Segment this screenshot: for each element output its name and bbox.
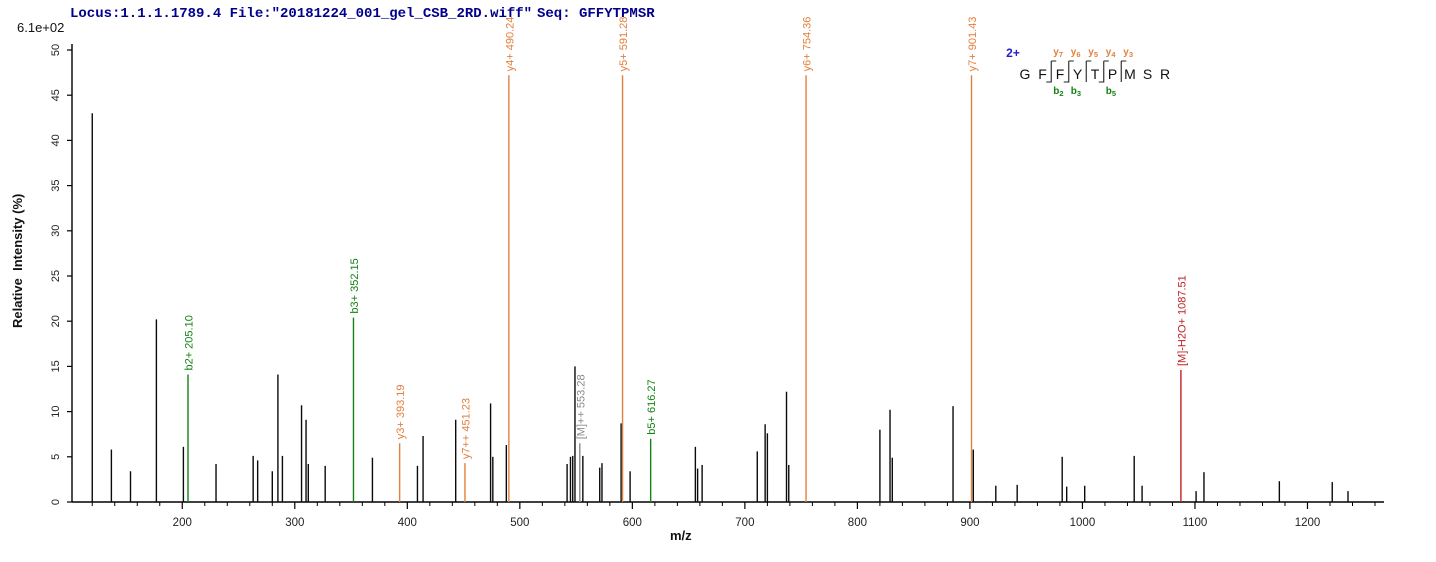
- peptide-residue: G: [1020, 66, 1031, 82]
- y-tick-label: 25: [50, 270, 62, 282]
- fragment-divider: [1098, 60, 1109, 83]
- fragment-divider: [1120, 60, 1127, 82]
- y-tick-label: 45: [50, 89, 62, 101]
- annotated-peak-label: y3+ 393.19: [395, 384, 407, 439]
- fragment-divider: [1063, 60, 1074, 83]
- y-tick-label: 15: [50, 360, 62, 372]
- y-tick-label: 50: [50, 44, 62, 56]
- peptide-residue: F: [1056, 66, 1065, 82]
- sequence-header: Seq: GFFYTPMSR: [537, 6, 655, 22]
- annotated-peak-label: y5+ 591.28: [618, 17, 630, 72]
- peptide-residue: F: [1038, 66, 1047, 82]
- annotated-peak-label: y6+ 754.36: [802, 17, 814, 72]
- peptide-residue: T: [1091, 66, 1100, 82]
- x-tick-label: 1100: [1183, 517, 1208, 529]
- fragment-divider: [1085, 60, 1092, 82]
- y-tick-label: 40: [50, 134, 62, 146]
- x-tick-label: 1000: [1070, 517, 1096, 529]
- fragment-divider: [1046, 60, 1057, 83]
- x-tick-label: 400: [398, 517, 417, 529]
- y-ion-label: y7: [1053, 47, 1063, 59]
- x-tick-label: 800: [848, 517, 867, 529]
- y-tick-label: 20: [50, 315, 62, 327]
- b-ion-label: b2: [1053, 86, 1063, 98]
- y-tick-label: 30: [50, 225, 62, 237]
- annotated-peak-label: y7++ 451.23: [460, 398, 472, 459]
- annotated-peak-label: y7+ 901.43: [967, 17, 979, 72]
- precursor-charge-label: 2+: [1006, 46, 1020, 60]
- y-tick-label: 10: [50, 405, 62, 417]
- annotated-peak-label: y4+ 490.24: [504, 17, 516, 72]
- intensity-scale-note: 6.1e+02: [17, 20, 65, 35]
- peptide-residue: P: [1108, 66, 1117, 82]
- x-tick-label: 500: [510, 517, 529, 529]
- x-tick-label: 700: [735, 517, 754, 529]
- annotated-peak-label: b2+ 205.10: [184, 315, 196, 370]
- annotated-peak-label: [M]++ 553.28: [575, 374, 587, 439]
- y-ion-label: y5: [1088, 47, 1098, 59]
- x-axis-title: m/z: [670, 528, 692, 543]
- y-ion-label: y6: [1071, 47, 1081, 59]
- peptide-residue: R: [1160, 66, 1170, 82]
- x-tick-label: 600: [623, 517, 642, 529]
- locus-file-header: Locus:1.1.1.1789.4 File:"20181224_001_ge…: [70, 6, 533, 22]
- annotated-peak-label: b3+ 352.15: [349, 258, 361, 313]
- peptide-residue: Y: [1073, 66, 1083, 82]
- x-tick-label: 900: [960, 517, 979, 529]
- x-tick-label: 200: [173, 517, 192, 529]
- peptide-residue: M: [1124, 66, 1136, 82]
- annotated-peak-label: [M]-H2O+ 1087.51: [1176, 275, 1188, 366]
- x-tick-label: 300: [285, 517, 304, 529]
- x-tick-label: 1200: [1295, 517, 1321, 529]
- b-ion-label: b3: [1071, 86, 1081, 98]
- peptide-residue: S: [1143, 66, 1152, 82]
- y-tick-label: 0: [50, 499, 62, 505]
- y-ion-label: y4: [1106, 47, 1117, 59]
- y-tick-label: 5: [50, 454, 62, 460]
- y-tick-label: 35: [50, 179, 62, 191]
- annotated-peak-label: b5+ 616.27: [646, 379, 658, 434]
- y-ion-label: y3: [1123, 47, 1133, 59]
- b-ion-label: b5: [1106, 86, 1116, 98]
